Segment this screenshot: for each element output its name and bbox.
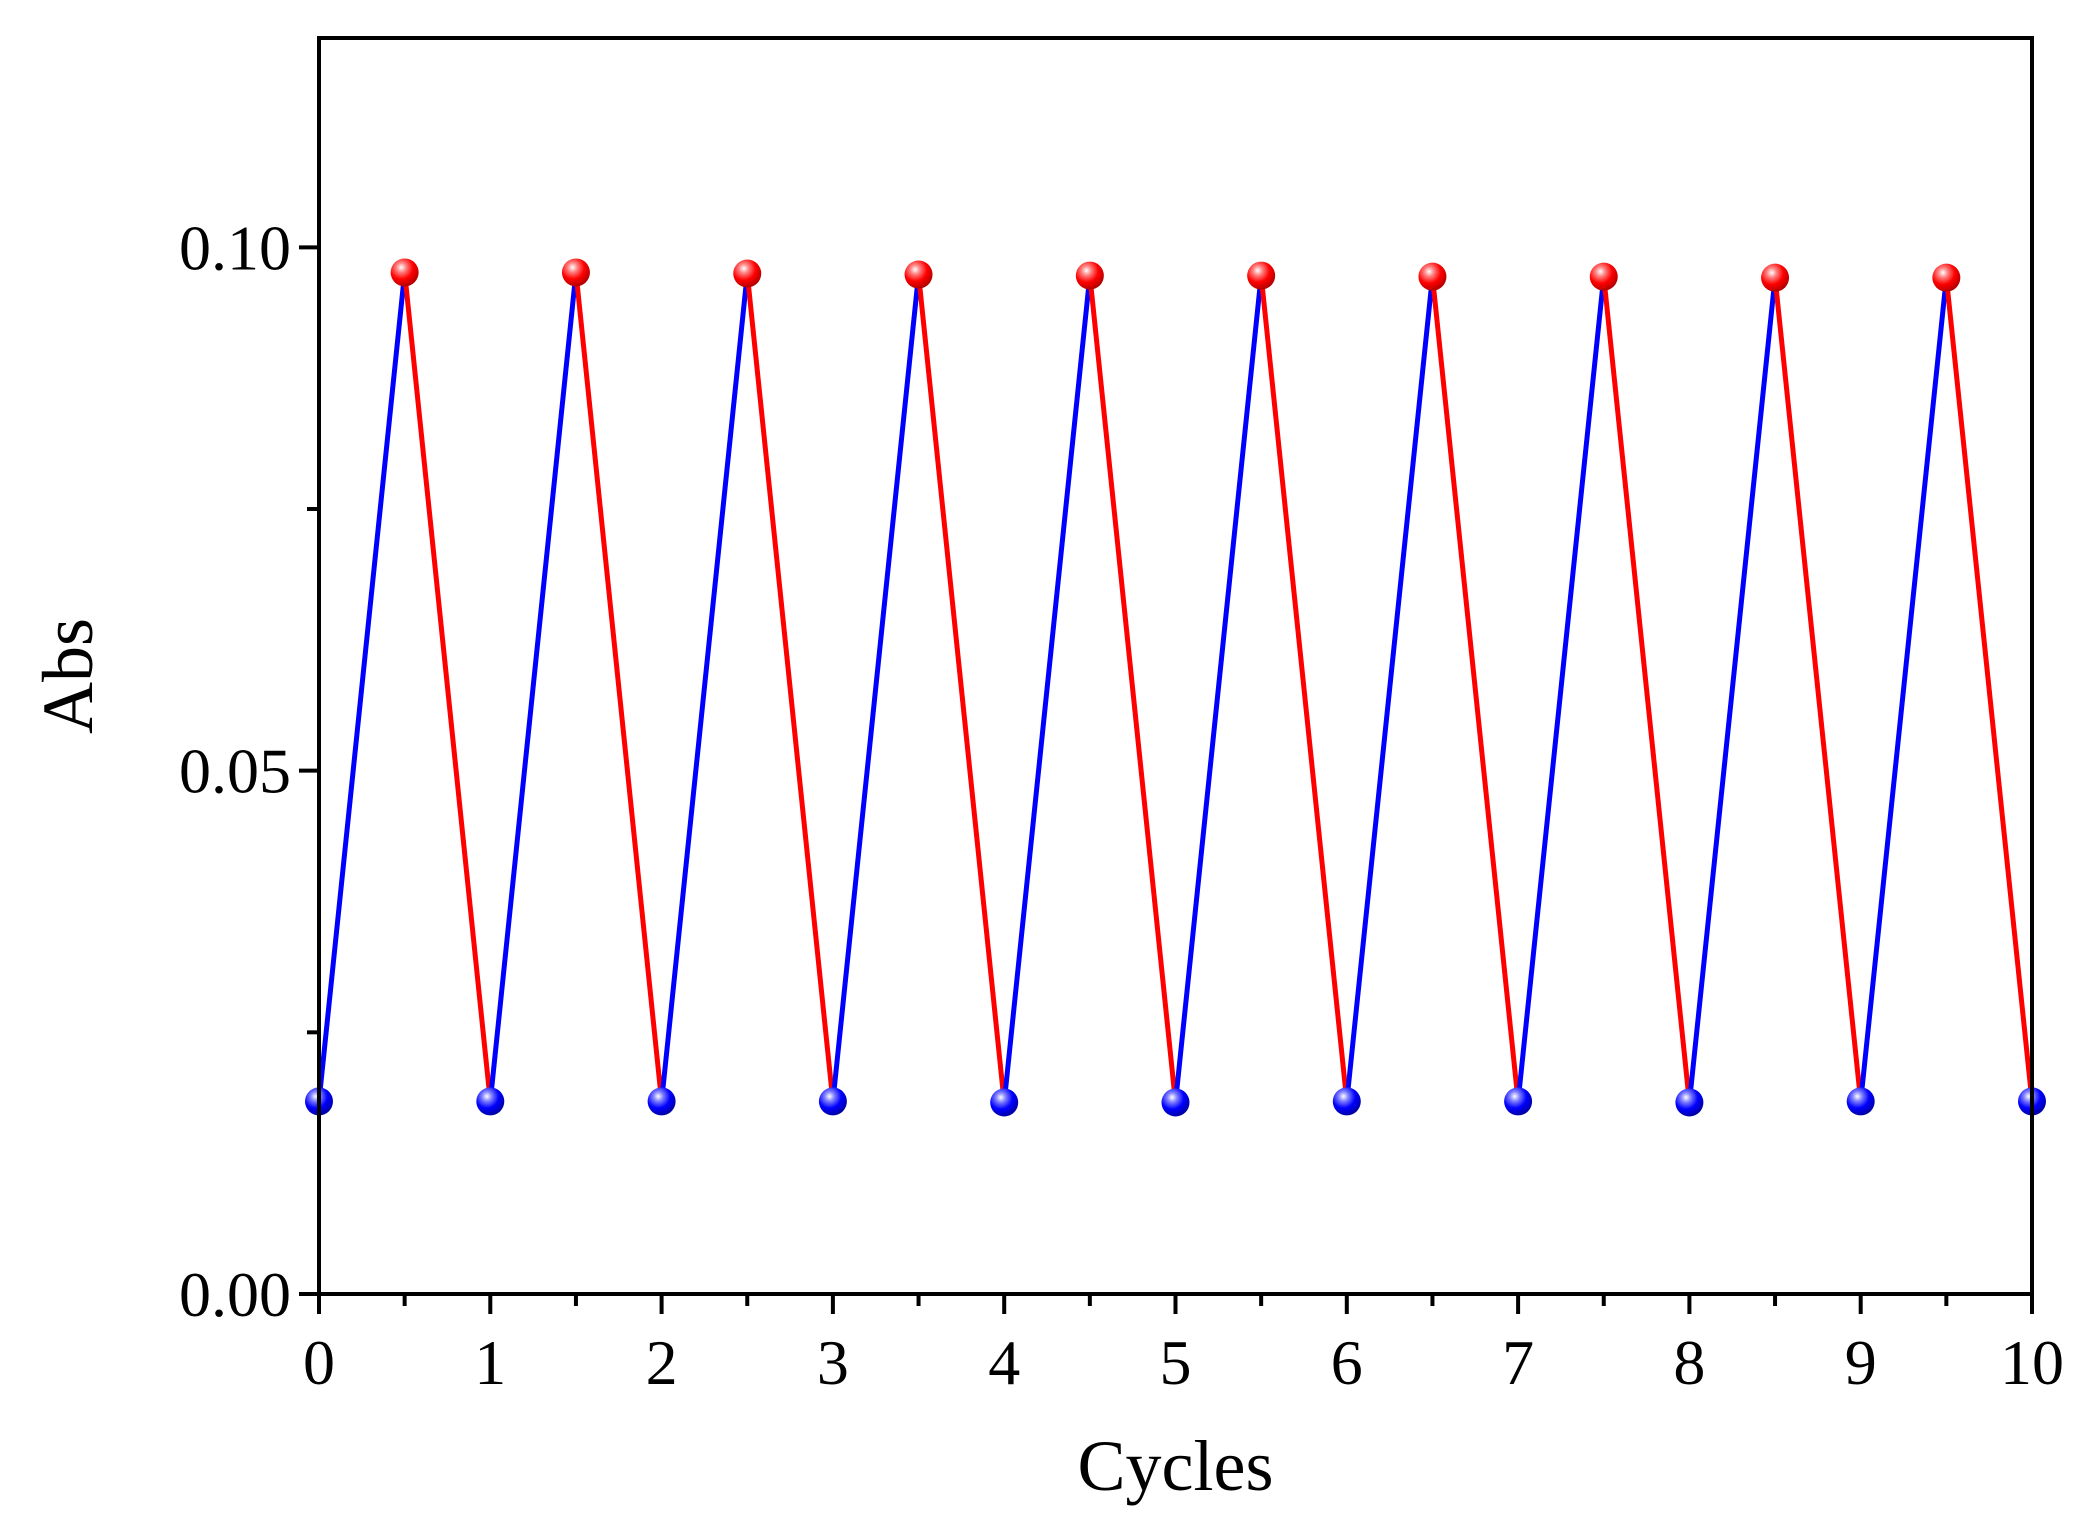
low-state-point	[1504, 1087, 1533, 1116]
high-state-point	[1075, 261, 1104, 290]
low-state-point	[1846, 1087, 1875, 1116]
x-tick-label: 7	[1502, 1327, 1534, 1398]
high-state-point	[1761, 263, 1790, 292]
axis-labels: 0 1 2 3 4 5 6 7 8 9 10 0.00 0.05 0.10 Cycles Abs	[28, 212, 2064, 1506]
axes	[299, 36, 2034, 1314]
series-markers	[305, 258, 2046, 1117]
x-tick-label: 9	[1845, 1327, 1877, 1398]
falling-segment	[916, 272, 1007, 1105]
x-tick-label: 0	[303, 1327, 335, 1398]
x-tick-label: 6	[1331, 1327, 1363, 1398]
low-state-point	[818, 1087, 847, 1116]
falling-segment	[1601, 274, 1692, 1105]
high-state-point	[904, 260, 933, 289]
falling-segment	[1087, 273, 1178, 1105]
falling-segment	[1258, 273, 1350, 1104]
falling-segment	[1772, 275, 1864, 1104]
x-axis-title: Cycles	[1078, 1426, 1274, 1506]
falling-segment	[1429, 274, 1521, 1104]
rising-segment	[1858, 275, 1949, 1104]
y-tick-label: 0.00	[179, 1259, 291, 1330]
y-axis-title: Abs	[28, 618, 108, 734]
falling-segment	[402, 269, 493, 1104]
rising-segment	[487, 269, 579, 1104]
x-tick-label: 3	[817, 1327, 849, 1398]
series-lines	[319, 269, 2032, 1105]
low-state-point	[1332, 1087, 1361, 1116]
x-tick-label: 8	[1673, 1327, 1705, 1398]
low-state-point	[990, 1088, 1019, 1117]
y-tick-label: 0.10	[179, 212, 291, 283]
x-tick-label: 10	[2000, 1327, 2064, 1398]
high-state-point	[561, 258, 590, 287]
low-state-point	[1675, 1088, 1704, 1117]
high-state-point	[1589, 262, 1618, 291]
rising-segment	[830, 272, 922, 1104]
low-state-point	[476, 1087, 505, 1116]
high-state-point	[1932, 263, 1961, 292]
falling-segment	[1943, 275, 2032, 1104]
x-tick-label: 2	[646, 1327, 678, 1398]
high-state-point	[1418, 262, 1447, 291]
falling-segment	[573, 269, 665, 1104]
rising-segment	[1686, 275, 1778, 1105]
low-state-point	[647, 1087, 676, 1116]
x-tick-label: 4	[988, 1327, 1020, 1398]
rising-segment	[659, 271, 750, 1104]
high-state-point	[390, 258, 419, 287]
x-tick-label: 1	[474, 1327, 506, 1398]
x-tick-label: 5	[1160, 1327, 1192, 1398]
high-state-point	[1247, 261, 1276, 290]
y-tick-label: 0.05	[179, 736, 291, 807]
high-state-point	[733, 259, 762, 288]
rising-segment	[1001, 273, 1093, 1105]
rising-segment	[319, 269, 408, 1104]
rising-segment	[1515, 274, 1607, 1104]
falling-segment	[744, 271, 836, 1104]
rising-segment	[1173, 273, 1264, 1105]
rising-segment	[1344, 274, 1435, 1104]
low-state-point	[1161, 1088, 1190, 1117]
